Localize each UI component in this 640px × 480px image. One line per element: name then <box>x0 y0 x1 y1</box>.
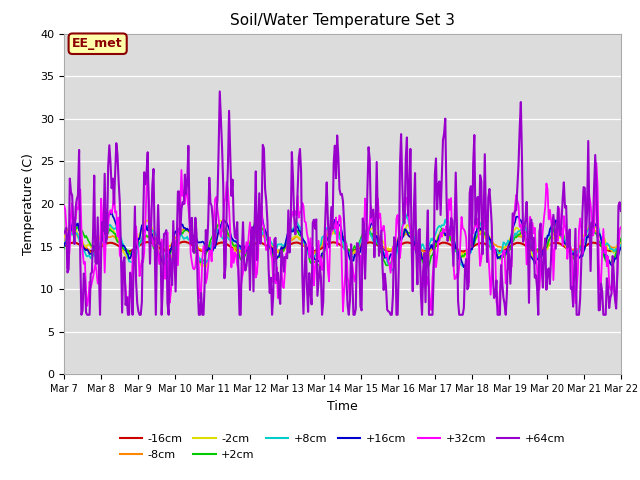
Text: EE_met: EE_met <box>72 37 123 50</box>
Legend: -16cm, -8cm, -2cm, +2cm, +8cm, +16cm, +32cm, +64cm: -16cm, -8cm, -2cm, +2cm, +8cm, +16cm, +3… <box>115 430 570 464</box>
X-axis label: Time: Time <box>327 400 358 413</box>
Y-axis label: Temperature (C): Temperature (C) <box>22 153 35 255</box>
Title: Soil/Water Temperature Set 3: Soil/Water Temperature Set 3 <box>230 13 455 28</box>
